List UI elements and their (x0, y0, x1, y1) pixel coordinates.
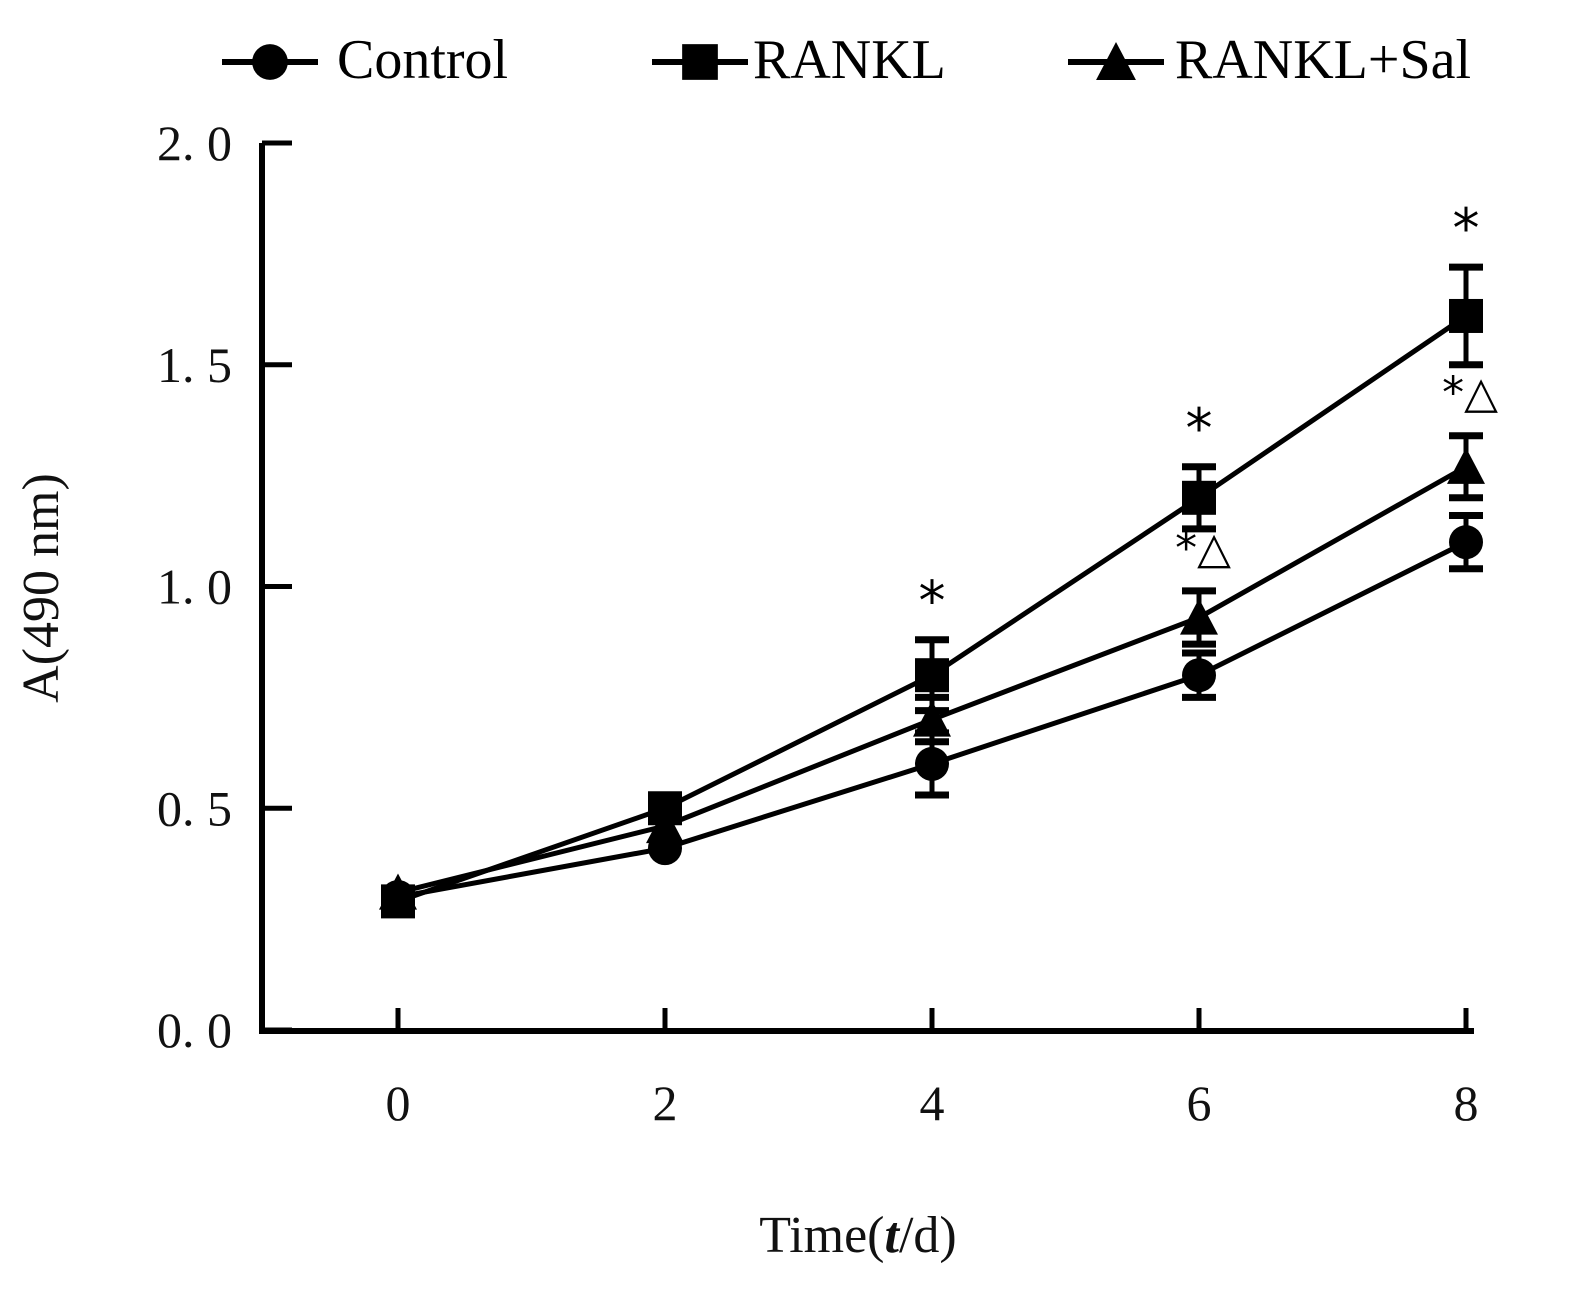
data-point (915, 658, 949, 693)
y-tick-label: 1. 0 (157, 559, 232, 615)
significance-label: * (1186, 397, 1213, 460)
x-tick-label: 0 (386, 1075, 411, 1131)
legend-marker-square-icon (682, 44, 718, 80)
legend-item: Control (222, 29, 508, 91)
y-tick-label: 0. 5 (157, 780, 232, 836)
y-ticks: 0. 0 0. 5 1. 0 1. 5 2. 0 (157, 115, 292, 1058)
data-point (1449, 525, 1483, 560)
data-point (1449, 298, 1483, 333)
legend-item: RANKL+Sal (1068, 29, 1471, 91)
data-point (1182, 480, 1216, 515)
legend: Control RANKL RANKL+Sal (222, 29, 1471, 91)
x-axis-title-variable: t (885, 1207, 901, 1264)
data-point (1180, 598, 1218, 635)
legend-marker-circle-icon (252, 44, 288, 80)
legend-label: RANKL (753, 29, 946, 91)
legend-item: RANKL (652, 29, 946, 91)
data-point (379, 873, 417, 910)
y-tick-label: 0. 0 (157, 1002, 232, 1058)
significance-label: * (919, 570, 946, 633)
significance-label: *△ (1175, 523, 1231, 574)
y-axis-title: A(490 nm) (13, 473, 70, 703)
legend-label: RANKL+Sal (1175, 29, 1471, 91)
axes (259, 143, 1474, 1034)
series-rankl: * * * (381, 197, 1483, 919)
x-axis-title: Time(t/d) (759, 1207, 956, 1264)
data-point (1182, 658, 1216, 693)
legend-label: Control (337, 29, 508, 91)
legend-marker-triangle-icon (1096, 42, 1136, 80)
series-control (381, 512, 1483, 914)
x-ticks: 0 2 4 6 8 (386, 1008, 1479, 1131)
data-point (1447, 447, 1485, 484)
y-tick-label: 2. 0 (157, 115, 232, 171)
series-rankl-sal: *△ *△ (379, 368, 1498, 910)
x-axis-title-prefix: Time( (759, 1207, 884, 1264)
x-tick-label: 4 (920, 1075, 945, 1131)
data-point (913, 700, 951, 737)
y-tick-label: 1. 5 (157, 337, 232, 393)
significance-label: *△ (1442, 368, 1498, 419)
data-point (915, 746, 949, 781)
x-axis-title-suffix: /d) (899, 1207, 957, 1264)
x-tick-label: 8 (1454, 1075, 1479, 1131)
x-tick-label: 6 (1187, 1075, 1212, 1131)
data-point (646, 806, 684, 844)
x-tick-label: 2 (653, 1075, 678, 1131)
plot-area: * * * *△ *△ (379, 197, 1498, 919)
significance-label: * (1453, 197, 1480, 260)
